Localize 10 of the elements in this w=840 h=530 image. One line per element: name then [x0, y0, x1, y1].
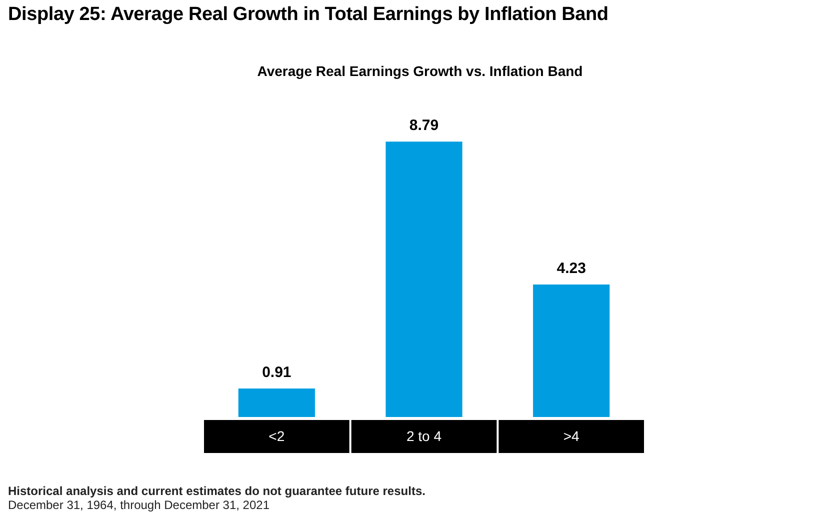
- chart-subtitle: Average Real Earnings Growth vs. Inflation Band: [256, 63, 584, 79]
- x-tick-label: 2 to 4: [406, 428, 442, 444]
- data-label: 4.23: [556, 260, 586, 278]
- text: Historical analysis and current estimates do not guarantee future results.: [8, 484, 426, 498]
- text: December 31, 1964, through December 31, 2021: [8, 498, 270, 512]
- x-tick-label: >4: [563, 428, 580, 444]
- x-tick-label: <2: [268, 428, 285, 444]
- data-label: 8.79: [409, 117, 439, 134]
- chart-title: Display 25: Average Real Growth in Total Earnings by Inflation Band: [8, 4, 608, 26]
- data-label: 0.91: [262, 364, 292, 382]
